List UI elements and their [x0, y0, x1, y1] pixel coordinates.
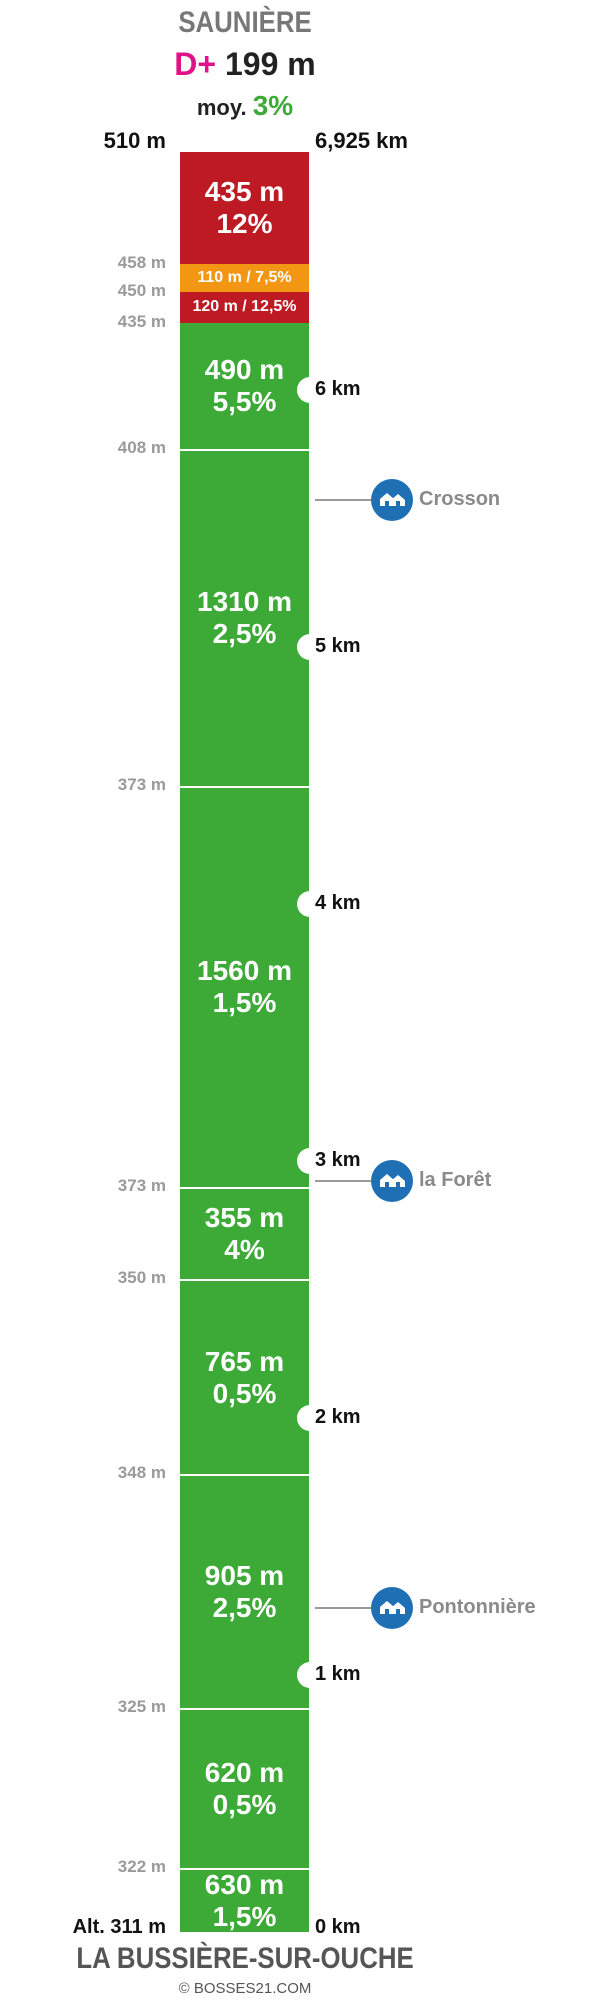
segment-length: 1310 m — [197, 586, 292, 618]
altitude-label: 373 m — [117, 1175, 166, 1195]
summit-altitude: 510 m — [103, 128, 166, 153]
segment-length: 630 m — [204, 1868, 285, 1900]
segment-1: 110 m / 7,5% — [180, 263, 309, 293]
segment-length: 490 m — [204, 353, 285, 385]
average-grade-label: moy. — [196, 95, 247, 120]
km-label: 2 km — [315, 1405, 361, 1428]
place-connector — [315, 499, 371, 502]
average-grade-value: 3% — [252, 90, 294, 121]
km-label: 0 km — [315, 1916, 361, 1938]
segment-length: 765 m — [204, 1345, 285, 1377]
segment-2: 120 m / 12,5% — [180, 292, 309, 323]
segment-grade: 2,5% — [212, 618, 277, 650]
segment-length: 1560 m — [197, 954, 292, 986]
segment-length: 110 m / 7,5% — [197, 268, 292, 286]
segment-10: 630 m 1,5% — [180, 1867, 309, 1932]
km-label: 6 km — [315, 377, 361, 400]
segment-0: 435 m 12% — [180, 152, 309, 264]
segment-5: 1560 m 1,5% — [180, 785, 309, 1187]
segment-9: 620 m 0,5% — [180, 1708, 309, 1868]
segment-6: 355 m 4% — [180, 1186, 309, 1280]
segment-7: 765 m 0,5% — [180, 1279, 309, 1475]
segment-grade: 4% — [224, 1233, 265, 1265]
segment-length: 120 m / 12,5% — [192, 298, 297, 316]
start-altitude: Alt. 311 m — [72, 1916, 166, 1938]
km-label: 3 km — [315, 1148, 361, 1171]
segment-length: 905 m — [204, 1560, 285, 1592]
segment-3: 490 m 5,5% — [180, 322, 309, 449]
km-marker — [297, 1661, 323, 1688]
segment-length: 435 m — [204, 175, 285, 207]
segment-grade: 5,5% — [212, 385, 277, 417]
segment-grade: 1,5% — [212, 987, 277, 1019]
km-marker — [297, 1147, 323, 1174]
altitude-label: 373 m — [117, 774, 166, 794]
segment-length: 355 m — [204, 1201, 285, 1233]
segment-grade: 1,5% — [212, 1900, 277, 1932]
km-marker — [297, 633, 323, 660]
km-marker — [297, 1404, 323, 1431]
place-connector — [315, 1180, 371, 1183]
segment-grade: 0,5% — [212, 1377, 277, 1409]
km-label: 1 km — [315, 1662, 361, 1685]
elevation-gain-value: 199 m — [224, 46, 316, 82]
segment-8: 905 m 2,5% — [180, 1474, 309, 1709]
altitude-label: 322 m — [117, 1856, 166, 1876]
segment-length: 620 m — [204, 1756, 285, 1788]
altitude-label: 408 m — [117, 437, 166, 457]
place-name: Pontonnière — [419, 1596, 536, 1619]
altitude-label: 348 m — [117, 1463, 166, 1483]
altitude-label: 450 m — [117, 281, 166, 301]
altitude-label: 458 m — [117, 252, 166, 272]
altitude-label: 435 m — [117, 311, 166, 331]
segment-grade: 12% — [216, 207, 273, 239]
credit: © BOSSES21.COM — [178, 1980, 312, 1997]
place-name: la Forêt — [419, 1169, 492, 1192]
average-grade: moy. 3% — [0, 90, 490, 122]
altitude-label: 325 m — [117, 1697, 166, 1717]
segment-grade: 2,5% — [212, 1592, 277, 1624]
elevation-gain: D+ 199 m — [0, 46, 490, 83]
km-marker — [297, 890, 323, 917]
km-label: 5 km — [315, 634, 361, 657]
km-label: 4 km — [315, 891, 361, 914]
total-distance: 6,925 km — [315, 128, 408, 153]
start-location: LA BUSSIÈRE-SUR-OUCHE — [76, 1942, 414, 1975]
village-icon — [371, 479, 413, 522]
altitude-label: 350 m — [117, 1268, 166, 1288]
segment-grade: 0,5% — [212, 1789, 277, 1821]
place-connector — [315, 1607, 371, 1610]
village-icon — [371, 1160, 413, 1203]
km-marker — [297, 376, 323, 403]
elevation-gain-label: D+ — [174, 46, 217, 82]
climb-title: SAUNIÈRE — [178, 6, 312, 39]
place-name: Crosson — [419, 488, 501, 511]
village-icon — [371, 1587, 413, 1630]
segment-4: 1310 m 2,5% — [180, 448, 309, 786]
